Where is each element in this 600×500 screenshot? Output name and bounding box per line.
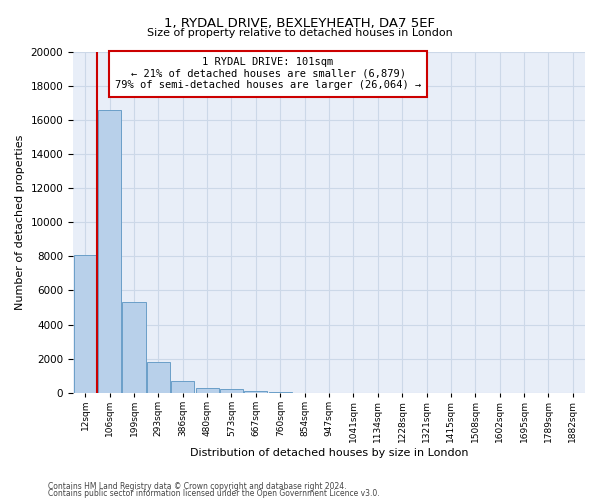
- Text: Contains public sector information licensed under the Open Government Licence v3: Contains public sector information licen…: [48, 489, 380, 498]
- Bar: [171, 381, 194, 393]
- Bar: [98, 110, 121, 393]
- Text: 1, RYDAL DRIVE, BEXLEYHEATH, DA7 5EF: 1, RYDAL DRIVE, BEXLEYHEATH, DA7 5EF: [164, 18, 436, 30]
- Bar: [74, 254, 97, 393]
- X-axis label: Distribution of detached houses by size in London: Distribution of detached houses by size …: [190, 448, 468, 458]
- Bar: [196, 388, 218, 393]
- Y-axis label: Number of detached properties: Number of detached properties: [15, 134, 25, 310]
- Bar: [244, 391, 268, 393]
- Bar: [122, 302, 146, 393]
- Bar: [269, 392, 292, 393]
- Bar: [147, 362, 170, 393]
- Text: Contains HM Land Registry data © Crown copyright and database right 2024.: Contains HM Land Registry data © Crown c…: [48, 482, 347, 491]
- Text: 1 RYDAL DRIVE: 101sqm
← 21% of detached houses are smaller (6,879)
79% of semi-d: 1 RYDAL DRIVE: 101sqm ← 21% of detached …: [115, 57, 421, 90]
- Text: Size of property relative to detached houses in London: Size of property relative to detached ho…: [147, 28, 453, 38]
- Bar: [220, 390, 243, 393]
